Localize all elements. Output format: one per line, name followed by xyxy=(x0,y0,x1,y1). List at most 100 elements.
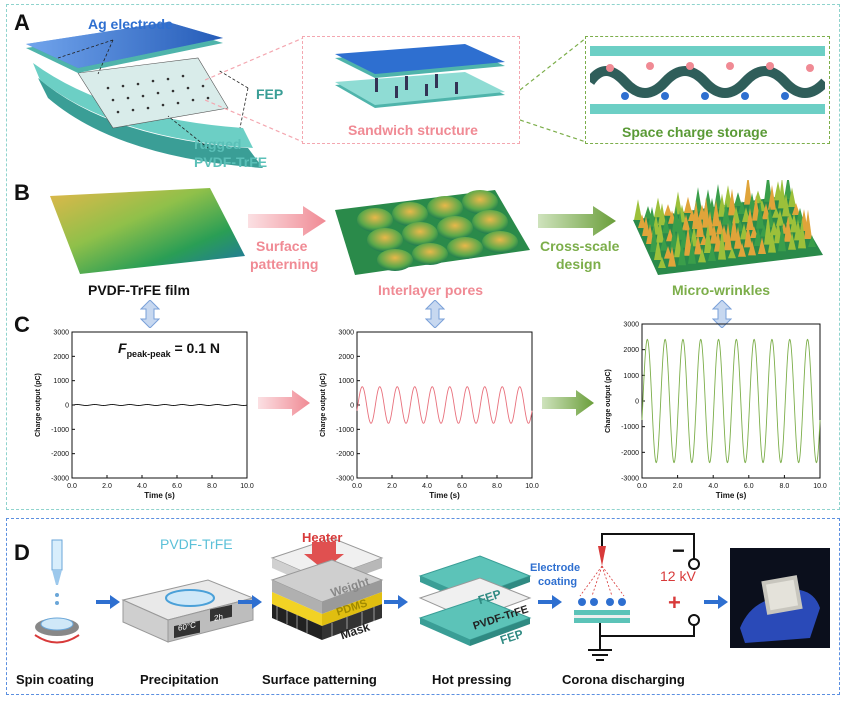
fep-label: FEP xyxy=(256,86,284,102)
y-tick-label: -2000 xyxy=(51,451,69,458)
force-subscript: peak-peak xyxy=(126,348,171,359)
wrinkle-spike xyxy=(784,215,792,242)
double-arrow-2 xyxy=(425,300,445,328)
y-axis-label: Charge output (pC) xyxy=(605,369,612,433)
wrinkle-spike xyxy=(698,247,706,263)
wrinkle-spike xyxy=(764,180,772,202)
wrinkle-spike xyxy=(724,222,732,251)
wrinkle-spike xyxy=(758,237,766,254)
wrinkle-spike xyxy=(772,207,780,218)
y-tick-label: 3000 xyxy=(53,330,69,337)
wrinkle-spike xyxy=(692,200,700,229)
wrinkle-spike xyxy=(654,197,662,218)
plot-frame xyxy=(641,323,821,479)
y-tick-label: -3000 xyxy=(51,476,69,483)
electrode-label: Electrode xyxy=(530,562,581,574)
wrinkle-spike xyxy=(730,215,738,241)
wrinkle-spike xyxy=(702,197,710,228)
wrinkle-spike xyxy=(658,256,666,268)
pink-arrow-c xyxy=(258,390,310,416)
x-tick-label: 4.0 xyxy=(708,483,718,490)
space-charge-label: Space charge storage xyxy=(622,124,768,140)
wrinkle-spike xyxy=(704,223,712,253)
rugged-label: rugged xyxy=(194,136,242,152)
wrinkle-spike xyxy=(734,192,742,206)
spin-coating-illustration xyxy=(34,539,80,644)
x-tick-label: 8.0 xyxy=(780,483,790,490)
y-tick-label: 0 xyxy=(635,399,639,406)
x-axis-label: Time (s) xyxy=(429,491,460,500)
x-tick-label: 10.0 xyxy=(240,483,254,490)
green-leader-lines xyxy=(520,37,587,143)
space-charge-box xyxy=(585,36,830,144)
wrinkle-spike xyxy=(678,240,686,266)
sandwich-label: Sandwich structure xyxy=(348,122,478,138)
panel-a-letter: A xyxy=(14,10,30,35)
y-axis-label: Charge output (pC) xyxy=(320,373,327,437)
x-tick-label: 8.0 xyxy=(207,483,217,490)
step-spin-coating: Spin coating xyxy=(16,672,94,687)
y-tick-label: 2000 xyxy=(53,354,69,361)
wrinkle-spike xyxy=(664,245,672,259)
wrinkle-spike xyxy=(650,224,658,252)
y-tick-label: 1000 xyxy=(338,378,354,385)
green-arrow-c xyxy=(542,390,594,416)
step-arrow-5 xyxy=(704,595,728,609)
x-tick-label: 2.0 xyxy=(102,483,112,490)
wrinkle-spike xyxy=(718,228,726,260)
wrinkle-spike xyxy=(694,234,702,255)
pink-arrow-b xyxy=(248,206,326,236)
y-tick-label: -2000 xyxy=(336,451,354,458)
surface-patterning-illustration xyxy=(270,537,384,640)
wrinkle-spike xyxy=(734,226,742,249)
wrinkle-spike xyxy=(634,199,642,220)
double-arrow-1 xyxy=(140,300,160,328)
x-axis-label: Time (s) xyxy=(716,491,747,500)
wrinkle-spike xyxy=(656,219,664,243)
y-tick-label: 1000 xyxy=(53,378,69,385)
wrinkle-spike xyxy=(768,184,776,210)
step-hot-pressing: Hot pressing xyxy=(432,672,512,687)
wrinkle-spike xyxy=(742,207,750,222)
panel-c-letter: C xyxy=(14,312,30,337)
step-precipitation: Precipitation xyxy=(140,672,219,687)
wrinkle-spike xyxy=(782,193,790,217)
cross-scale-label: Cross-scale xyxy=(540,238,620,254)
wrinkle-spike xyxy=(754,226,762,246)
wrinkles-surface xyxy=(633,180,823,275)
wrinkle-spike xyxy=(654,238,662,260)
wrinkle-spike xyxy=(798,218,806,249)
x-tick-label: 10.0 xyxy=(525,483,539,490)
voltage-label: 12 kV xyxy=(660,568,696,584)
wrinkle-spike xyxy=(808,235,816,247)
wrinkle-spike xyxy=(724,185,732,208)
y-tick-label: 1000 xyxy=(623,373,639,380)
x-axis-label: Time (s) xyxy=(144,491,175,500)
sandwich-illustration xyxy=(335,44,505,108)
step-corona-discharging: Corona discharging xyxy=(562,672,685,687)
coating-label: coating xyxy=(538,576,578,588)
wrinkle-spike xyxy=(662,217,670,234)
wrinkle-spike xyxy=(744,180,752,205)
device-illustration xyxy=(26,22,263,168)
space-charge-illustration xyxy=(590,46,825,114)
wrinkle-spike xyxy=(728,247,736,259)
device-photo xyxy=(730,548,830,648)
y-tick-label: 2000 xyxy=(623,347,639,354)
y-tick-label: 3000 xyxy=(623,322,639,329)
plus-sign: + xyxy=(668,590,681,615)
wrinkle-spike xyxy=(684,196,692,213)
wrinkle-spike xyxy=(748,192,756,213)
force-annotation: Fpeak-peak = 0.1 N xyxy=(118,340,220,359)
wrinkle-spike xyxy=(638,214,646,228)
patterning-label: patterning xyxy=(250,256,319,272)
wrinkle-spike xyxy=(660,236,668,251)
wrinkle-spike xyxy=(708,244,716,261)
design-label: design xyxy=(556,256,602,272)
wrinkle-spike xyxy=(712,199,720,227)
wrinkles-label: Micro-wrinkles xyxy=(672,282,771,298)
y-tick-label: -1000 xyxy=(51,427,69,434)
minus-sign: − xyxy=(672,538,685,563)
wrinkle-spike xyxy=(788,187,796,207)
